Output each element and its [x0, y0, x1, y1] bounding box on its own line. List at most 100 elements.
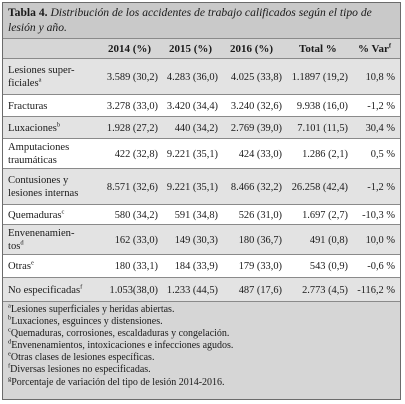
col-header-var: % Varf — [358, 43, 391, 55]
table-frame: Tabla 4. Distribución de los accidentes … — [2, 2, 401, 400]
col-header-2016: 2016 (%) — [230, 43, 274, 55]
table-notes: aLesiones superficiales y heridas abiert… — [3, 302, 400, 399]
footnote: cQuemaduras, corrosiones, escaldaduras y… — [8, 326, 394, 340]
cell-v2015: 1.233 (44,5) — [166, 285, 218, 296]
table-caption: Tabla 4. Distribución de los accidentes … — [3, 3, 400, 39]
footnote: eOtras clases de lesiones específicas. — [8, 351, 394, 364]
footnote-text: Porcentaje de variación del tipo de lesi… — [11, 376, 225, 388]
table-header: 2014 (%) 2015 (%) 2016 (%) Total % % Var… — [3, 39, 400, 59]
cell-v2015: 3.420 (34,4) — [166, 101, 218, 112]
row-category: Contusiones y lesiones internas — [8, 174, 103, 200]
row-category-label: Contusiones y lesiones internas — [8, 175, 79, 199]
row-category: Amputaciones traumáticas — [8, 141, 103, 167]
cell-v2016: 8.466 (32,2) — [230, 182, 282, 193]
cell-v2014: 3.589 (30,2) — [106, 72, 158, 83]
cell-v2016: 4.025 (33,8) — [230, 72, 282, 83]
cell-total: 1.697 (2,7) — [302, 210, 348, 221]
row-category-label: Quemaduras — [8, 210, 62, 221]
cell-var: 10,8 % — [365, 72, 395, 83]
cell-var: -10,3 % — [362, 210, 395, 221]
row-category: No especificadasf — [8, 284, 103, 297]
row-footnote-mark: d — [20, 239, 24, 247]
col-header-2015: 2015 (%) — [169, 43, 213, 55]
row-category-label: No especificadas — [8, 285, 81, 296]
row-category: Lesiones super-ficialesa — [8, 64, 103, 90]
table-row: Contusiones y lesiones internas 8.571 (32,… — [3, 169, 400, 205]
footnote-text: Envenenamientos, intoxicaciones e infecc… — [11, 340, 234, 352]
cell-v2016: 180 (36,7) — [238, 235, 282, 246]
cell-v2014: 3.278 (33,0) — [106, 101, 158, 112]
cell-v2016: 179 (33,0) — [238, 261, 282, 272]
cell-v2015: 440 (34,2) — [174, 123, 218, 134]
cell-var: 0,5 % — [370, 149, 395, 160]
footnote-mark: e — [8, 351, 11, 359]
cell-v2014: 8.571 (32,6) — [106, 182, 158, 193]
col-header-var-mark: f — [388, 42, 392, 50]
row-footnote-mark: f — [80, 283, 83, 291]
footnote-text: Diversas lesiones no especificadas. — [10, 364, 151, 376]
row-category: Luxacionesb — [8, 122, 103, 135]
footnote: fDiversas lesiones no especificadas. — [8, 363, 394, 376]
cell-total: 1.286 (2,1) — [302, 149, 348, 160]
cell-v2014: 1.053(38,0) — [109, 285, 158, 296]
col-header-var-label: % Var — [358, 43, 389, 55]
cell-v2016: 3.240 (32,6) — [230, 101, 282, 112]
cell-var: -0,6 % — [367, 261, 395, 272]
cell-var: -1,2 % — [367, 101, 395, 112]
cell-v2015: 4.283 (36,0) — [166, 72, 218, 83]
row-category: Quemadurasc — [8, 209, 103, 222]
row-category: Fracturas — [8, 100, 103, 113]
row-category-label: Luxaciones — [8, 123, 57, 134]
cell-v2014: 1.928 (27,2) — [106, 123, 158, 134]
cell-v2014: 422 (32,8) — [114, 149, 158, 160]
cell-v2016: 424 (33,0) — [238, 149, 282, 160]
row-category-label: Amputaciones traumáticas — [8, 142, 70, 166]
cell-var: -116,2 % — [357, 285, 395, 296]
cell-v2014: 162 (33,0) — [114, 235, 158, 246]
footnote-mark: b — [8, 314, 12, 322]
footnote: dEnvenenamientos, intoxicaciones e infec… — [8, 338, 394, 352]
cell-total: 543 (0,9) — [309, 261, 348, 272]
footnote-text: Lesiones superficiales y heridas abierta… — [10, 304, 175, 315]
cell-v2015: 591 (34,8) — [174, 210, 218, 221]
table-row: Quemadurasc 580 (34,2) 591 (34,8) 526 (31,0… — [3, 205, 400, 225]
footnote-mark: d — [8, 338, 12, 346]
cell-total: 491 (0,8) — [309, 235, 348, 246]
footnote: bLuxaciones, esguinces y distensiones. — [8, 314, 394, 328]
footnote: aLesiones superficiales y heridas abiert… — [8, 302, 394, 316]
table-row: Envenenamien-tosd 162 (33,0) 149 (30,3) 180… — [3, 225, 400, 255]
cell-v2014: 580 (34,2) — [114, 210, 158, 221]
cell-v2015: 9.221 (35,1) — [166, 182, 218, 193]
table-row: Luxacionesb 1.928 (27,2) 440 (34,2) 2.769 (… — [3, 117, 400, 139]
table-row: Fracturas 3.278 (33,0) 3.420 (34,4) 3.240 (… — [3, 95, 400, 117]
table-row: Otrase 180 (33,1) 184 (33,9) 179 (33,0) 543 … — [3, 255, 400, 278]
cell-var: 30,4 % — [365, 123, 395, 134]
col-header-2014: 2014 (%) — [108, 43, 152, 55]
cell-v2015: 149 (30,3) — [174, 235, 218, 246]
footnote-mark: f — [8, 363, 11, 371]
footnote-mark: c — [8, 326, 11, 334]
cell-v2016: 526 (31,0) — [238, 210, 282, 221]
footnote-mark: a — [8, 302, 11, 310]
footnote-text: Quemaduras, corrosiones, escaldaduras y … — [10, 328, 230, 340]
table-row: Amputaciones traumáticas 422 (32,8) 9.221 (… — [3, 139, 400, 169]
cell-v2015: 9.221 (35,1) — [166, 149, 218, 160]
col-header-total: Total % — [299, 43, 337, 55]
cell-total: 9.938 (16,0) — [296, 101, 348, 112]
row-footnote-mark: e — [30, 259, 34, 267]
table-row: Lesiones super-ficialesa 3.589 (30,2) 4.28… — [3, 59, 400, 95]
table-row: No especificadasf 1.053(38,0) 1.233 (44,5)… — [3, 278, 400, 302]
cell-var: -1,2 % — [367, 182, 395, 193]
footnote: gPorcentaje de variación del tipo de les… — [8, 375, 394, 389]
row-category: Otrase — [8, 260, 103, 273]
row-footnote-mark: c — [61, 208, 65, 216]
row-category-label: Fracturas — [8, 101, 48, 112]
table-number: Tabla 4. — [8, 6, 48, 19]
row-category: Envenenamien-tosd — [8, 227, 103, 253]
cell-total: 26.258 (42,4) — [291, 182, 348, 193]
cell-total: 7.101 (11,5) — [297, 123, 348, 134]
cell-v2015: 184 (33,9) — [174, 261, 218, 272]
cell-var: 10,0 % — [365, 235, 395, 246]
table-title: Distribución de los accidentes de trabaj… — [8, 6, 372, 34]
cell-v2016: 487 (17,6) — [238, 285, 282, 296]
